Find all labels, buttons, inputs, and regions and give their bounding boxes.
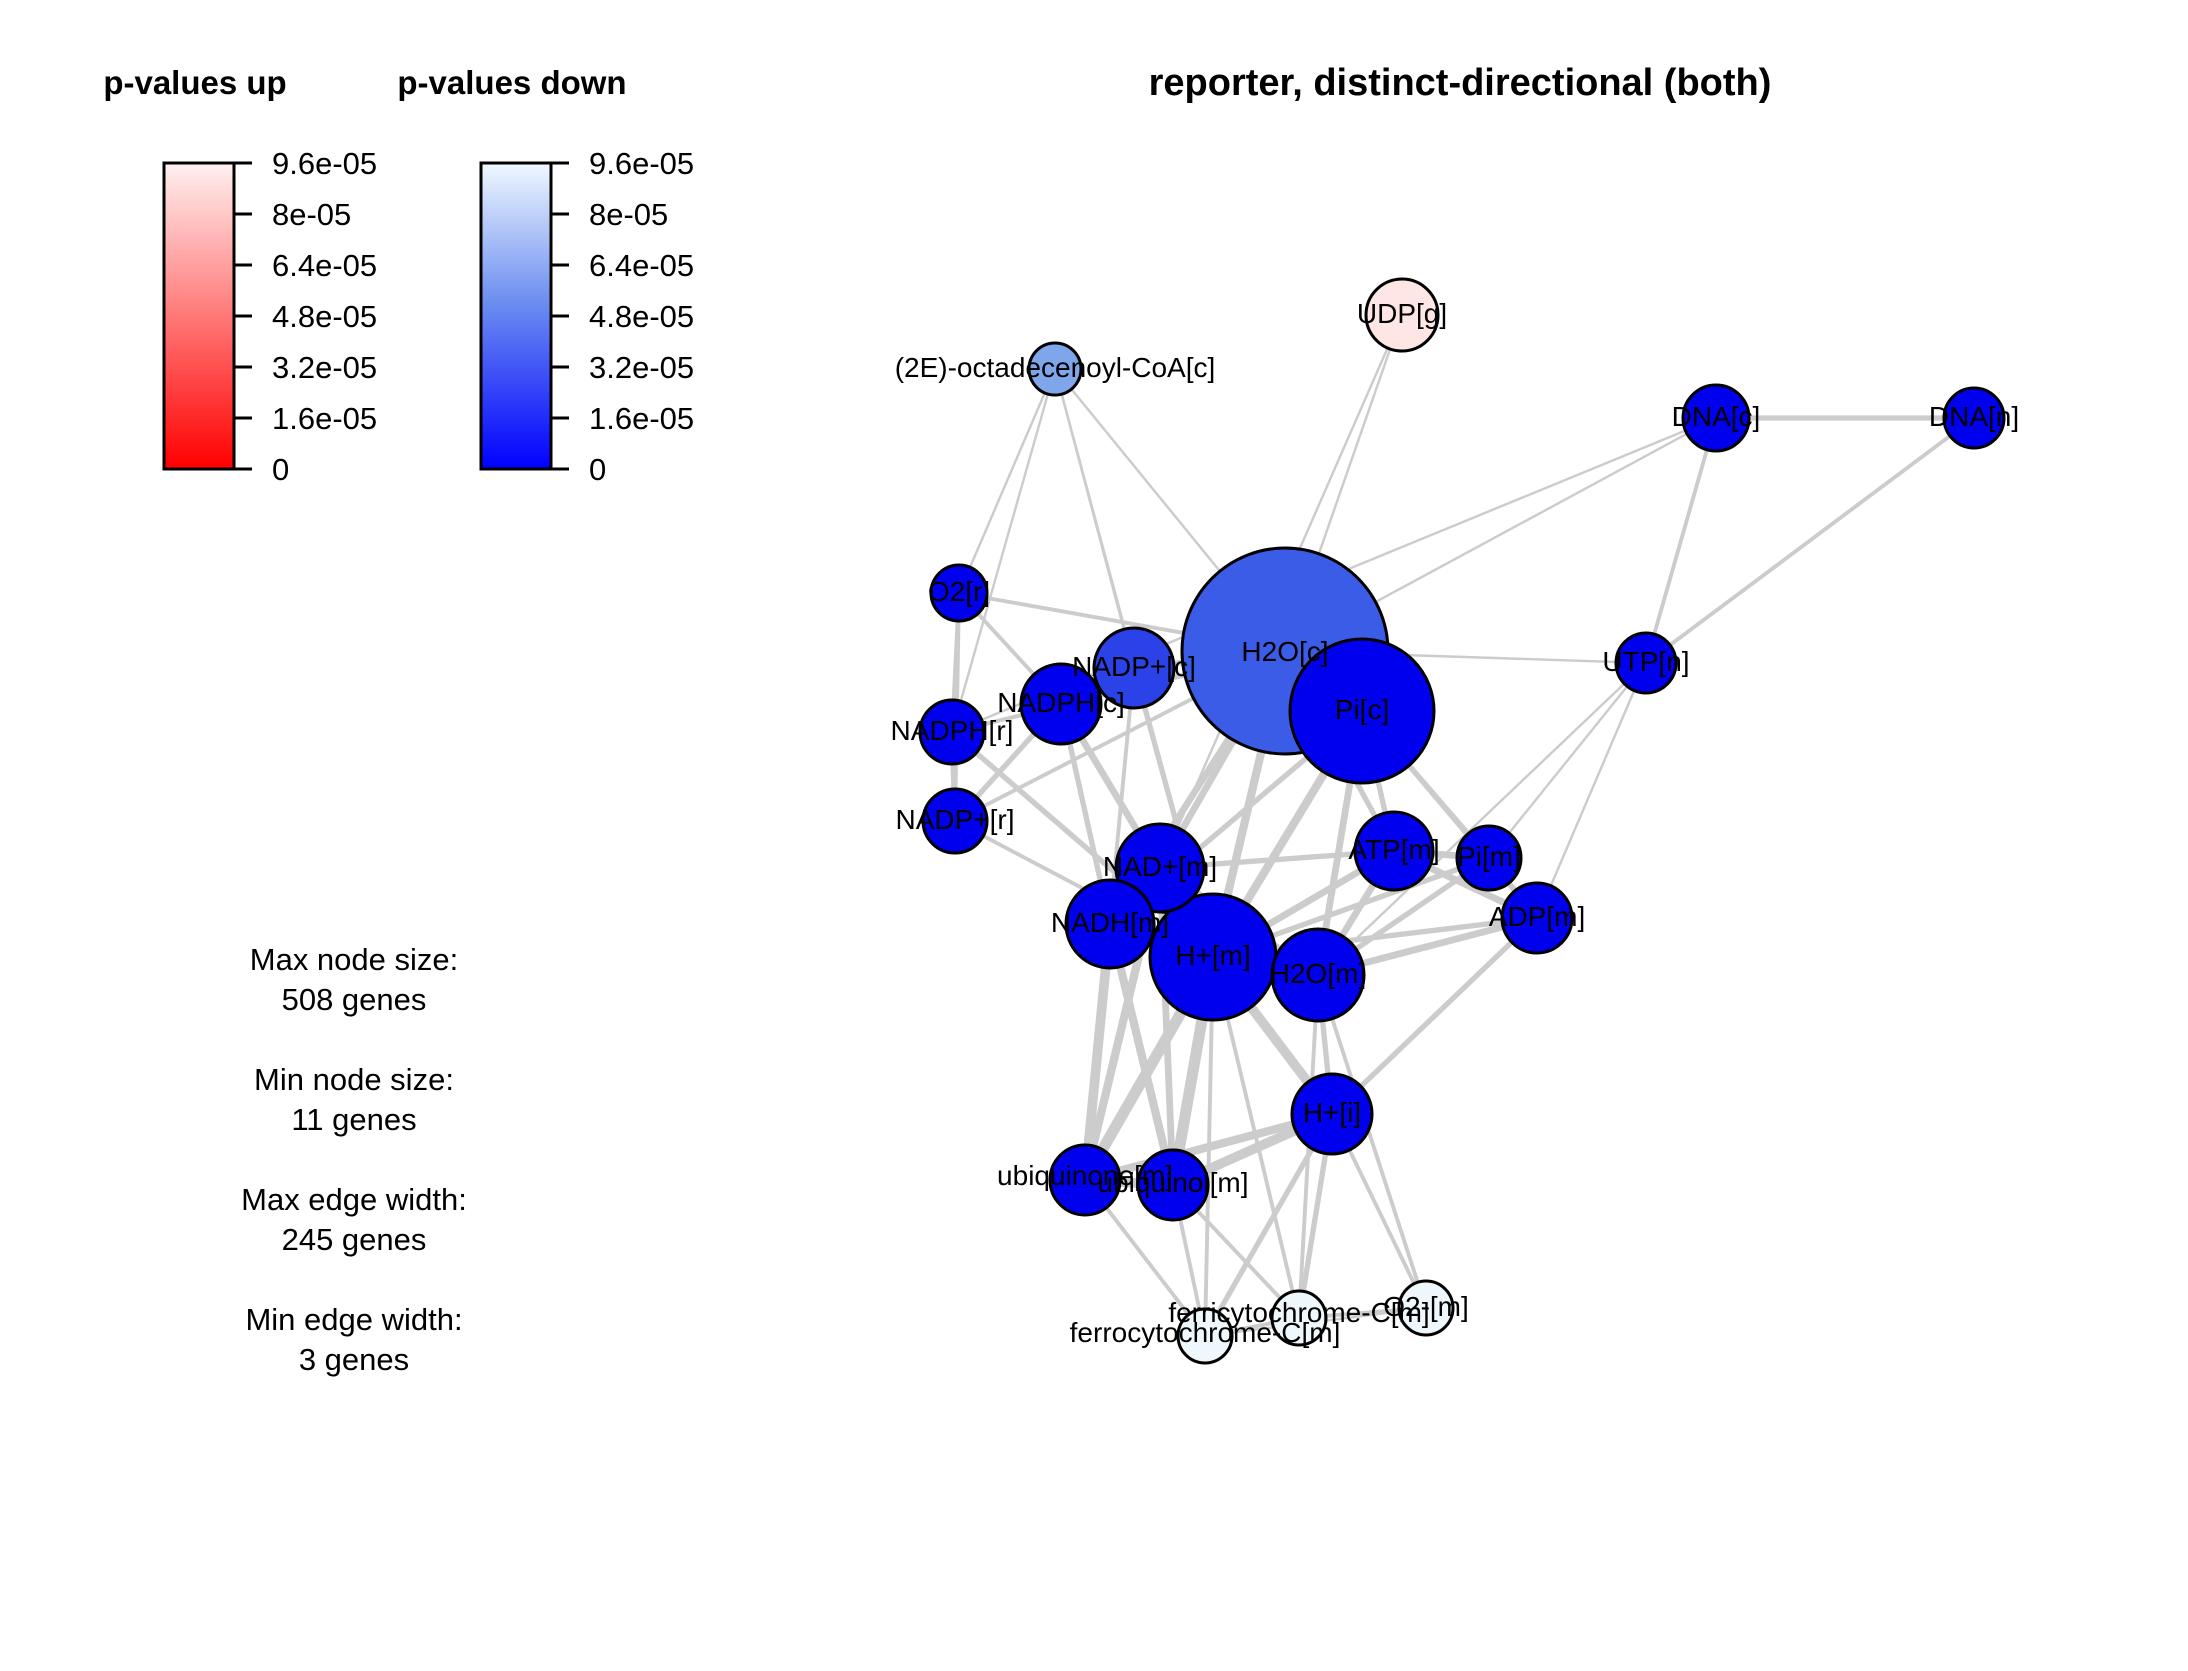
node-o2_m[interactable] (1397, 1279, 1455, 1337)
legend-down-tick-label: 8e-05 (589, 197, 668, 232)
legend-up-ticks: 9.6e-05 8e-05 6.4e-05 4.8e-05 3.2e-05 1.6e-05… (234, 146, 377, 487)
node-ubiquinone[interactable] (1048, 1143, 1122, 1217)
edge-hp_i-ubiquinone (1080, 1109, 1337, 1185)
legend-up-tick-label: 4.8e-05 (272, 299, 377, 334)
node-atp_m[interactable] (1353, 810, 1435, 892)
node-hp_i[interactable] (1290, 1072, 1374, 1156)
node-label-ubiquinol: ubiquinol[m] (1098, 1167, 1249, 1198)
labels-layer: UDP[g] (2E)-octadecenoyl-CoA[c] DNA[c] DNA[… (891, 298, 2020, 1348)
edge-hp_i-ferro (1202, 1111, 1335, 1339)
legend-down-tick-label: 3.2e-05 (589, 350, 694, 385)
legend-up-colorbar (162, 161, 236, 471)
node-label-atp_m: ATP[m] (1348, 834, 1439, 865)
max-node-value: 508 genes (282, 982, 427, 1017)
min-node-label: Min node size: (254, 1062, 454, 1097)
node-o2_r[interactable] (929, 563, 989, 623)
node-label-pi_m: Pi[m] (1457, 841, 1521, 872)
edge-dna_c-utp_n (1644, 416, 1718, 665)
node-dna_c[interactable] (1681, 383, 1751, 453)
node-octadecenoyl[interactable] (1027, 341, 1083, 397)
max-edge-label: Max edge width: (241, 1182, 467, 1217)
node-label-nadpp_r: NADP+[r] (895, 804, 1014, 835)
legend-down-colorbar (479, 161, 553, 471)
node-label-nadh_m: NADH[m] (1051, 907, 1169, 938)
node-ferro[interactable] (1176, 1307, 1234, 1365)
node-adp_m[interactable] (1500, 881, 1574, 955)
node-pi_c[interactable] (1288, 637, 1436, 785)
node-nadph_r[interactable] (918, 698, 986, 766)
legend-down: p-values down 9.6e-05 8e-05 6.4e-05 4.8e-05… (397, 64, 694, 487)
node-label-nadpp_c: NADP+[c] (1072, 651, 1196, 682)
edge-octadecenoyl-o2_r (957, 367, 1057, 595)
node-pi_m[interactable] (1455, 824, 1523, 892)
legend-down-title: p-values down (397, 64, 626, 101)
node-label-h2o_m: H2O[m] (1270, 958, 1366, 989)
node-label-ferri: ferricytochrome-C[m] (1168, 1297, 1429, 1328)
legend-up-tick-label: 8e-05 (272, 197, 351, 232)
node-nadph_c[interactable] (1019, 662, 1103, 746)
edge-h2o_m-o2_m (1316, 973, 1428, 1310)
node-udp_g[interactable] (1364, 277, 1440, 353)
legend-down-tick-label: 0 (589, 452, 606, 487)
chart-title: reporter, distinct-directional (both) (1149, 62, 1772, 104)
edge-dna_n-utp_n (1644, 416, 1976, 665)
node-dna_n[interactable] (1942, 386, 2006, 450)
legend-up-tick-label: 0 (272, 452, 289, 487)
edge-utp_n-pi_m (1487, 661, 1648, 860)
node-label-o2_m: O2-[m] (1383, 1291, 1469, 1322)
min-edge-value: 3 genes (299, 1342, 409, 1377)
legend-up-tick-label: 9.6e-05 (272, 146, 377, 181)
nodes-layer (918, 277, 2006, 1365)
legend-down-tick-label: 4.8e-05 (589, 299, 694, 334)
max-node-label: Max node size: (250, 942, 459, 977)
node-nadpp_c[interactable] (1092, 626, 1176, 710)
node-label-nadph_c: NADPH[c] (997, 687, 1125, 718)
node-label-hp_i: H+[i] (1303, 1097, 1361, 1128)
legend-up-title: p-values up (103, 64, 286, 101)
node-label-nadp_m: NAD+[m] (1103, 851, 1217, 882)
node-label-dna_c: DNA[c] (1672, 401, 1761, 432)
min-node-value: 11 genes (291, 1102, 416, 1137)
legend-up-tick-label: 6.4e-05 (272, 248, 377, 283)
node-ferri[interactable] (1270, 1289, 1328, 1347)
node-label-octadecenoyl: (2E)-octadecenoyl-CoA[c] (895, 352, 1216, 383)
node-ubiquinol[interactable] (1136, 1148, 1210, 1222)
node-label-utp_n: UTP[n] (1602, 646, 1689, 677)
node-label-udp_g: UDP[g] (1357, 298, 1447, 329)
node-label-nadph_r: NADPH[r] (891, 715, 1014, 746)
node-nadpp_r[interactable] (921, 787, 989, 855)
legend-down-tick-label: 6.4e-05 (589, 248, 694, 283)
node-h2o_m[interactable] (1270, 927, 1366, 1023)
node-utp_n[interactable] (1614, 631, 1678, 695)
edge-octadecenoyl-nadph_r (950, 367, 1057, 734)
size-stats: Max node size: 508 genes Min node size: … (241, 942, 467, 1377)
legend-up-tick-label: 1.6e-05 (272, 401, 377, 436)
node-label-ferro: ferrocytochrome-C[m] (1070, 1317, 1341, 1348)
legend-up: p-values up 9.6e-05 8e-05 6.4e-05 4.8e-05 3.… (103, 64, 377, 487)
legend-down-tick-label: 9.6e-05 (589, 146, 694, 181)
edge-utp_n-adp_m (1535, 661, 1648, 920)
max-edge-value: 245 genes (282, 1222, 427, 1257)
node-label-ubiquinone: ubiquinone[m] (997, 1160, 1173, 1191)
node-label-h2o_c: H2O[c] (1241, 636, 1328, 667)
node-label-adp_m: ADP[m] (1489, 901, 1585, 932)
edge-utp_n-h2o_m (1316, 661, 1648, 977)
node-label-dna_n: DNA[n] (1929, 401, 2019, 432)
min-edge-label: Min edge width: (245, 1302, 462, 1337)
node-nadh_m[interactable] (1064, 878, 1156, 970)
node-label-hp_m: H+[m] (1175, 940, 1250, 971)
legend-up-tick-label: 3.2e-05 (272, 350, 377, 385)
node-label-o2_r: O2[r] (928, 576, 990, 607)
edge-adp_m-hp_i (1329, 915, 1540, 1117)
node-label-pi_c: Pi[c] (1335, 694, 1389, 725)
legend-down-ticks: 9.6e-05 8e-05 6.4e-05 4.8e-05 3.2e-05 1.6e-05… (551, 146, 694, 487)
legend-down-tick-label: 1.6e-05 (589, 401, 694, 436)
